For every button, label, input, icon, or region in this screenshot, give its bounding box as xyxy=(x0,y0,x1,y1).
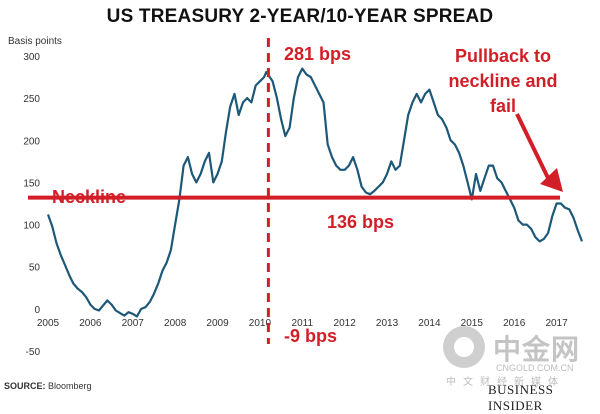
watermark-title: 中金网 xyxy=(493,333,581,366)
y-axis: -50 0 50 100 150 200 250 300 xyxy=(23,52,40,358)
x-tick-label: 2011 xyxy=(292,318,314,329)
x-tick-label: 2008 xyxy=(164,318,187,329)
y-tick-label: 100 xyxy=(23,221,40,232)
x-tick-label: 2013 xyxy=(376,318,399,329)
annotation-label: fail xyxy=(490,96,516,116)
x-tick-label: 2015 xyxy=(461,318,484,329)
x-tick-label: 2016 xyxy=(503,318,526,329)
chart-title: US TREASURY 2-YEAR/10-YEAR SPREAD xyxy=(106,6,494,27)
x-tick-label: 2006 xyxy=(79,318,102,329)
annotation-label: Neckline xyxy=(52,187,126,207)
y-axis-label: Basis points xyxy=(8,36,62,47)
pullback-arrow-shaft xyxy=(515,113,551,181)
series-layer xyxy=(46,67,584,318)
annotation-label: -9 bps xyxy=(284,326,337,346)
y-tick-label: 300 xyxy=(23,52,40,63)
x-tick-label: 2012 xyxy=(334,318,357,329)
x-tick-label: 2007 xyxy=(122,318,145,329)
y-tick-label: 150 xyxy=(23,178,40,189)
watermark-logo-icon xyxy=(443,326,485,368)
y-tick-label: 200 xyxy=(23,136,40,147)
y-tick-label: 250 xyxy=(23,94,40,105)
y-tick-label: 50 xyxy=(29,263,41,274)
x-tick-label: 2010 xyxy=(249,318,272,329)
annotation-label: 136 bps xyxy=(327,212,394,232)
source-note: SOURCE: Bloomberg xyxy=(4,381,92,391)
brand-logo: BUSINESS INSIDER xyxy=(488,382,554,413)
x-axis: 2005 2006 2007 2008 2009 2010 2011 2012 2013 2014… xyxy=(37,318,568,329)
y-tick-label: 0 xyxy=(34,305,40,316)
x-tick-label: 2005 xyxy=(37,318,60,329)
x-tick-label: 2009 xyxy=(206,318,229,329)
annotation-layer: 281 bps -9 bps Neckline 136 bps Pullback to n… xyxy=(28,38,563,346)
source-prefix: SOURCE: xyxy=(4,381,46,391)
annotation-label: 281 bps xyxy=(284,44,351,64)
x-tick-label: 2014 xyxy=(418,318,441,329)
watermark-url: CNGOLD.COM.CN xyxy=(496,363,574,373)
y-tick-label: -50 xyxy=(26,347,41,358)
annotation-label: neckline and xyxy=(448,71,557,91)
annotation-label: Pullback to xyxy=(455,46,551,66)
spread-series-line xyxy=(46,67,584,318)
watermark-subtitle: 中文财经新媒体 xyxy=(446,377,565,388)
x-tick-label: 2017 xyxy=(545,318,568,329)
pullback-arrow-head xyxy=(540,168,563,192)
source-text: Bloomberg xyxy=(48,381,92,391)
